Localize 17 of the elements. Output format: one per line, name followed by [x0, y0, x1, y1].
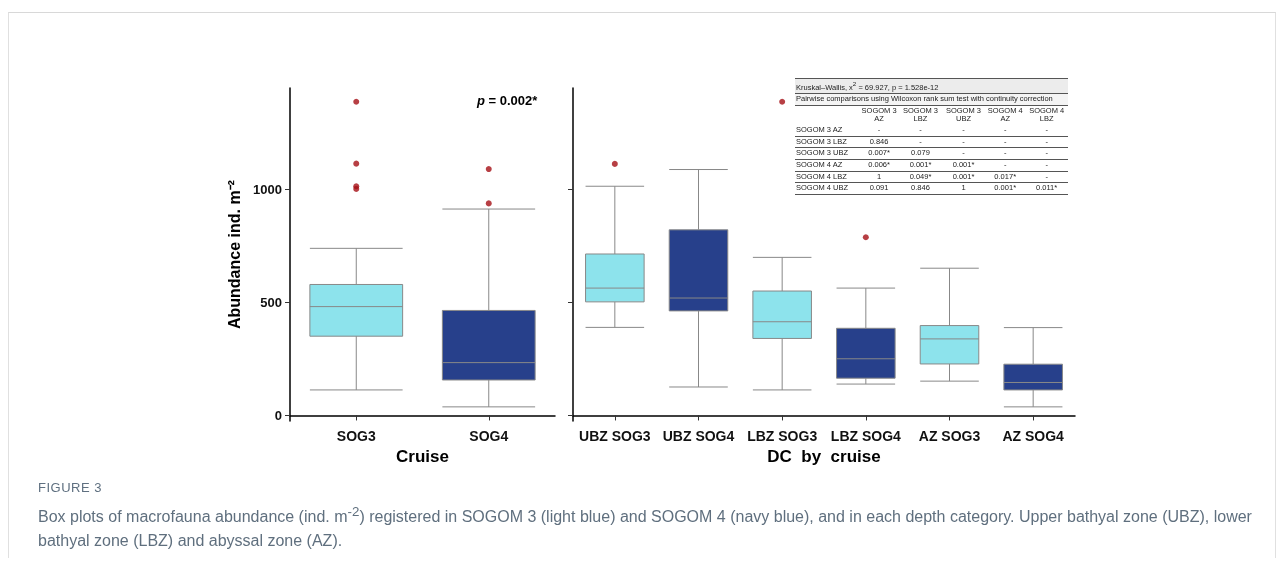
caption: FIGURE 3 — [38, 480, 102, 495]
y-tick-label: 1000 — [253, 182, 282, 198]
x-tick-label: UBZ SOG3 — [579, 428, 651, 445]
x-tick-label: SOG4 — [469, 428, 509, 445]
x-tick-label: LBZ SOG4 — [830, 428, 902, 445]
text: Box plots of macrofauna abundance (ind. m$^{-2}$) registered in SOGOM 3 (light blue) and SOGOM 4 (navy blue), and in each depth category. Upper bathyal zone (UBZ), lower bathyal zone (LBZ) and abyssal zone (AZ). — [38, 503, 1253, 552]
x-axis-title: Cruise — [396, 447, 449, 466]
y-axis-title: Abundance ind. m⁻² — [225, 180, 243, 330]
x-tick-label: SOG3 — [336, 428, 376, 445]
y-tick-label: 0 — [274, 407, 282, 423]
y-tick-label: 500 — [260, 295, 282, 311]
x-tick-label: AZ SOG3 — [918, 428, 981, 445]
annotation: p = 0.002* — [477, 93, 538, 108]
x-tick-label: UBZ SOG4 — [662, 428, 735, 445]
x-tick-label: AZ SOG4 — [1002, 428, 1065, 445]
x-axis-title: DC by cruise — [767, 447, 881, 466]
x-tick-label: LBZ SOG3 — [747, 428, 818, 445]
